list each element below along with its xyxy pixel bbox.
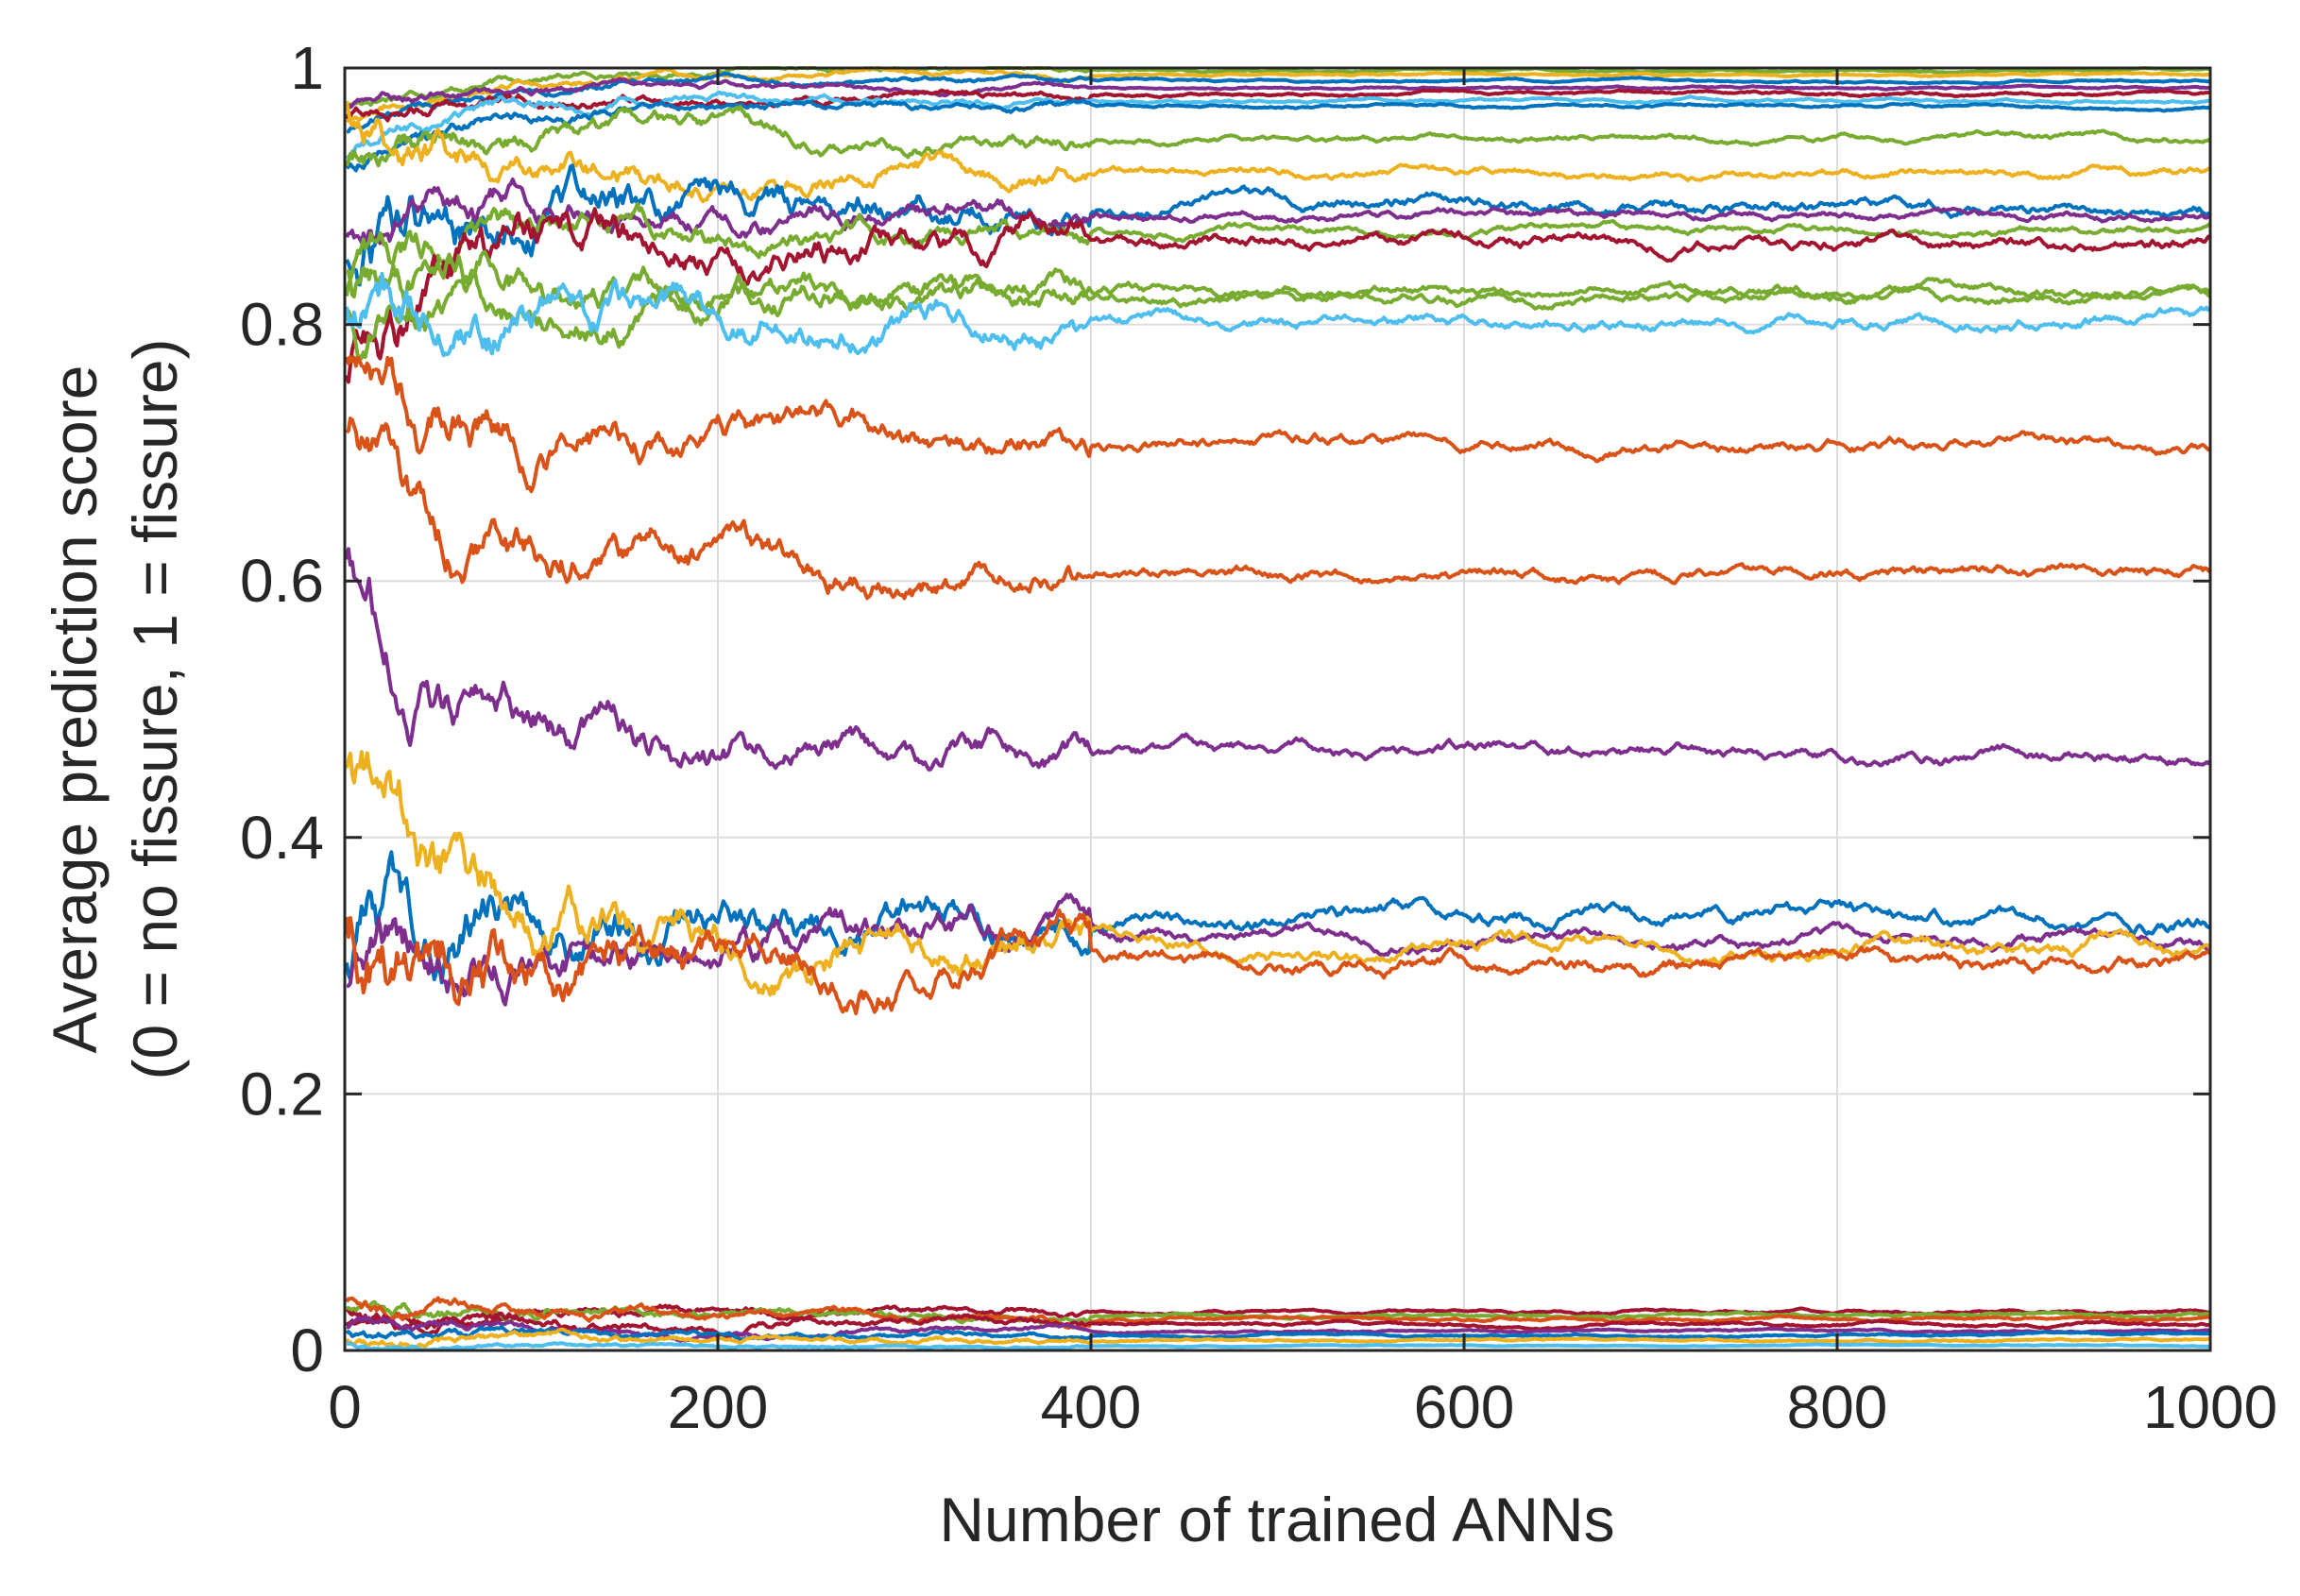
y-tick-label: 0 [290, 1316, 324, 1384]
y-tick-label: 0.2 [240, 1060, 324, 1128]
x-tick-label: 800 [1787, 1373, 1888, 1441]
series-line-s24 [345, 1303, 2211, 1331]
series-line-s22 [345, 750, 2212, 997]
series-line-s1 [345, 66, 2211, 109]
series-line-s26 [345, 1296, 2211, 1331]
series-line-s19 [345, 547, 2212, 772]
series-group [345, 66, 2212, 1352]
plot-frame [343, 66, 2212, 1352]
series-line-s11 [345, 177, 2212, 246]
series-line-s17 [345, 354, 2210, 494]
x-tick-label: 200 [668, 1373, 769, 1441]
series-line-s9 [345, 100, 2211, 204]
series-line-s31 [346, 1341, 2211, 1352]
series-line-s27 [345, 1311, 2211, 1340]
series-line-s29 [345, 1325, 2211, 1342]
series-line-s2 [345, 66, 2211, 123]
series-line-s4 [345, 76, 2211, 110]
x-tick-label: 0 [328, 1373, 362, 1441]
plot-background [345, 68, 2210, 1350]
y-axis-label-line-1: Average prediction score [40, 365, 110, 1054]
series-line-s18 [345, 416, 2212, 601]
series-line-s12 [345, 201, 2212, 297]
series-line-s7 [345, 98, 2211, 173]
y-axis-label-line-2: (0 = no fissure, 1 = fissure) [120, 338, 190, 1079]
series-line-s8 [345, 104, 2212, 168]
y-tick-label: 1 [290, 34, 324, 102]
series-line-s3 [346, 72, 2211, 134]
series-line-s10 [345, 163, 2211, 287]
series-line-s5 [345, 88, 2211, 123]
grid [345, 68, 2210, 1350]
series-line-s23 [345, 908, 2212, 1016]
ticks [343, 66, 2212, 1352]
y-tick-label: 0.4 [240, 804, 324, 872]
x-tick-label: 400 [1041, 1373, 1142, 1441]
x-axis-label: Number of trained ANNs [939, 1485, 1614, 1554]
y-tick-label: 0.8 [240, 291, 324, 359]
x-tick-label: 1000 [2143, 1373, 2277, 1441]
series-line-s20 [345, 850, 2212, 985]
series-line-s30 [345, 1327, 2211, 1350]
x-tick-label: 600 [1414, 1373, 1515, 1441]
y-tick-label: 0.6 [240, 547, 324, 615]
series-line-s13 [345, 207, 2211, 384]
series-line-s16 [345, 271, 2212, 358]
tick-labels: 0 200 400 600 800 1000 0 0.2 0.4 0.6 0.8 1 [240, 34, 2277, 1441]
